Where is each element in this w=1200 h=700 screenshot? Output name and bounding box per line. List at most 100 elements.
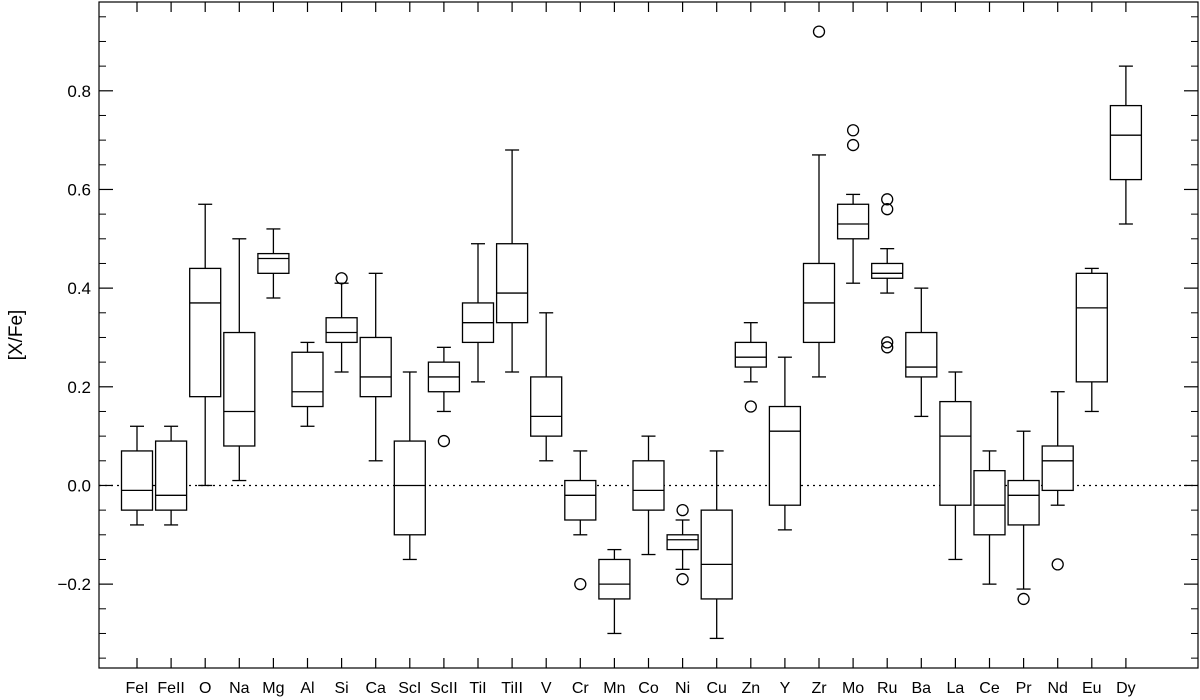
outlier-point [881,341,894,354]
x-category-label: Co [638,680,659,697]
box-mg [257,228,290,299]
y-tick-label: 0.0 [67,476,91,495]
x-category-label: V [541,680,552,697]
outlier-point [744,400,757,413]
iqr-box [393,440,426,536]
outlier-point [1017,592,1030,606]
box-si [325,272,358,373]
iqr-box [495,243,529,324]
iqr-box [189,267,222,398]
iqr-box [1041,445,1074,492]
box-zr [802,25,836,378]
iqr-box [1075,272,1108,383]
box-mo [836,124,870,284]
box-v [530,312,563,462]
box-o [189,203,222,487]
box-ru [871,193,904,354]
x-axis: FeI FeII O Na Mg Al Si Ca ScI ScII TiI TiII V Cr Mn Co N… [125,2,1136,697]
box-nd [1041,391,1074,571]
x-category-label: Pr [1016,680,1033,697]
iqr-box [666,534,699,551]
iqr-box [836,203,870,240]
box-la [939,371,972,561]
outlier-point [881,193,894,206]
outlier-point [437,434,451,448]
box-scii [427,346,461,448]
x-category-label: La [947,680,965,697]
box-eu [1075,267,1108,413]
iqr-box [1007,479,1040,526]
x-category-label: Cr [572,680,590,697]
iqr-box [223,331,256,447]
x-category-label: Cu [706,680,726,697]
iqr-box [530,376,563,437]
x-category-label: ScI [398,680,421,697]
box-co [632,435,665,556]
x-category-label: Na [229,680,250,697]
iqr-box [257,252,290,274]
x-category-label: Si [334,680,348,697]
box-feii [154,425,188,526]
iqr-box [973,470,1006,536]
iqr-box [1109,104,1143,181]
box-sci [393,371,426,561]
box-na [223,238,256,482]
x-category-label: FeI [125,680,148,697]
iqr-box [120,450,154,511]
y-axis: −0.2 0.0 0.2 0.4 0.6 0.8 [57,16,1198,659]
x-category-label: Eu [1082,680,1102,697]
box-cu [700,450,733,640]
outlier-point [574,577,587,591]
x-category-label: Nd [1047,680,1067,697]
outlier-point [812,25,826,38]
iqr-box [768,405,802,506]
iqr-box [325,317,358,344]
box-pr [1007,430,1040,606]
box-zn [734,322,767,413]
box-ce [973,450,1006,585]
outlier-point [1051,558,1064,571]
plot-frame [98,1,1199,669]
box-ca [359,272,392,462]
iqr-box [359,336,392,398]
iqr-box [291,351,324,408]
outlier-point [676,503,689,517]
box-dy [1109,65,1143,225]
y-tick-label: 0.6 [67,180,91,199]
x-category-label: Ba [912,680,932,697]
box-al [291,341,324,427]
x-category-label: Mg [262,680,284,697]
box-y [768,356,802,531]
y-tick-label: 0.2 [67,378,91,397]
x-category-label: Al [300,680,314,697]
x-category-label: FeII [157,680,185,697]
box-fei [120,425,154,526]
x-category-label: Zr [811,680,827,697]
y-tick-label: 0.4 [67,279,91,298]
iqr-box [598,558,631,600]
x-category-label: Ru [877,680,897,697]
boxes-layer [120,25,1143,640]
x-category-label: Ce [979,680,1000,697]
x-category-label: TiI [469,680,486,697]
iqr-box [905,331,938,378]
box-ni [666,503,699,586]
x-category-label: Mn [603,680,625,697]
x-category-label: Zn [741,680,760,697]
x-category-label: Mo [842,680,864,697]
y-tick-label: −0.2 [57,575,91,594]
x-category-label: Dy [1116,680,1136,697]
outlier-point [881,203,894,216]
box-tii [461,243,495,383]
iqr-box [734,341,767,368]
outlier-point [335,272,348,285]
x-category-label: Y [780,680,791,697]
iqr-box [939,400,972,506]
x-category-label: Ni [675,680,690,697]
x-category-label: TiII [501,680,523,697]
outlier-point [846,138,860,152]
iqr-box [564,479,597,521]
outlier-point [676,573,689,586]
iqr-box [871,262,904,279]
